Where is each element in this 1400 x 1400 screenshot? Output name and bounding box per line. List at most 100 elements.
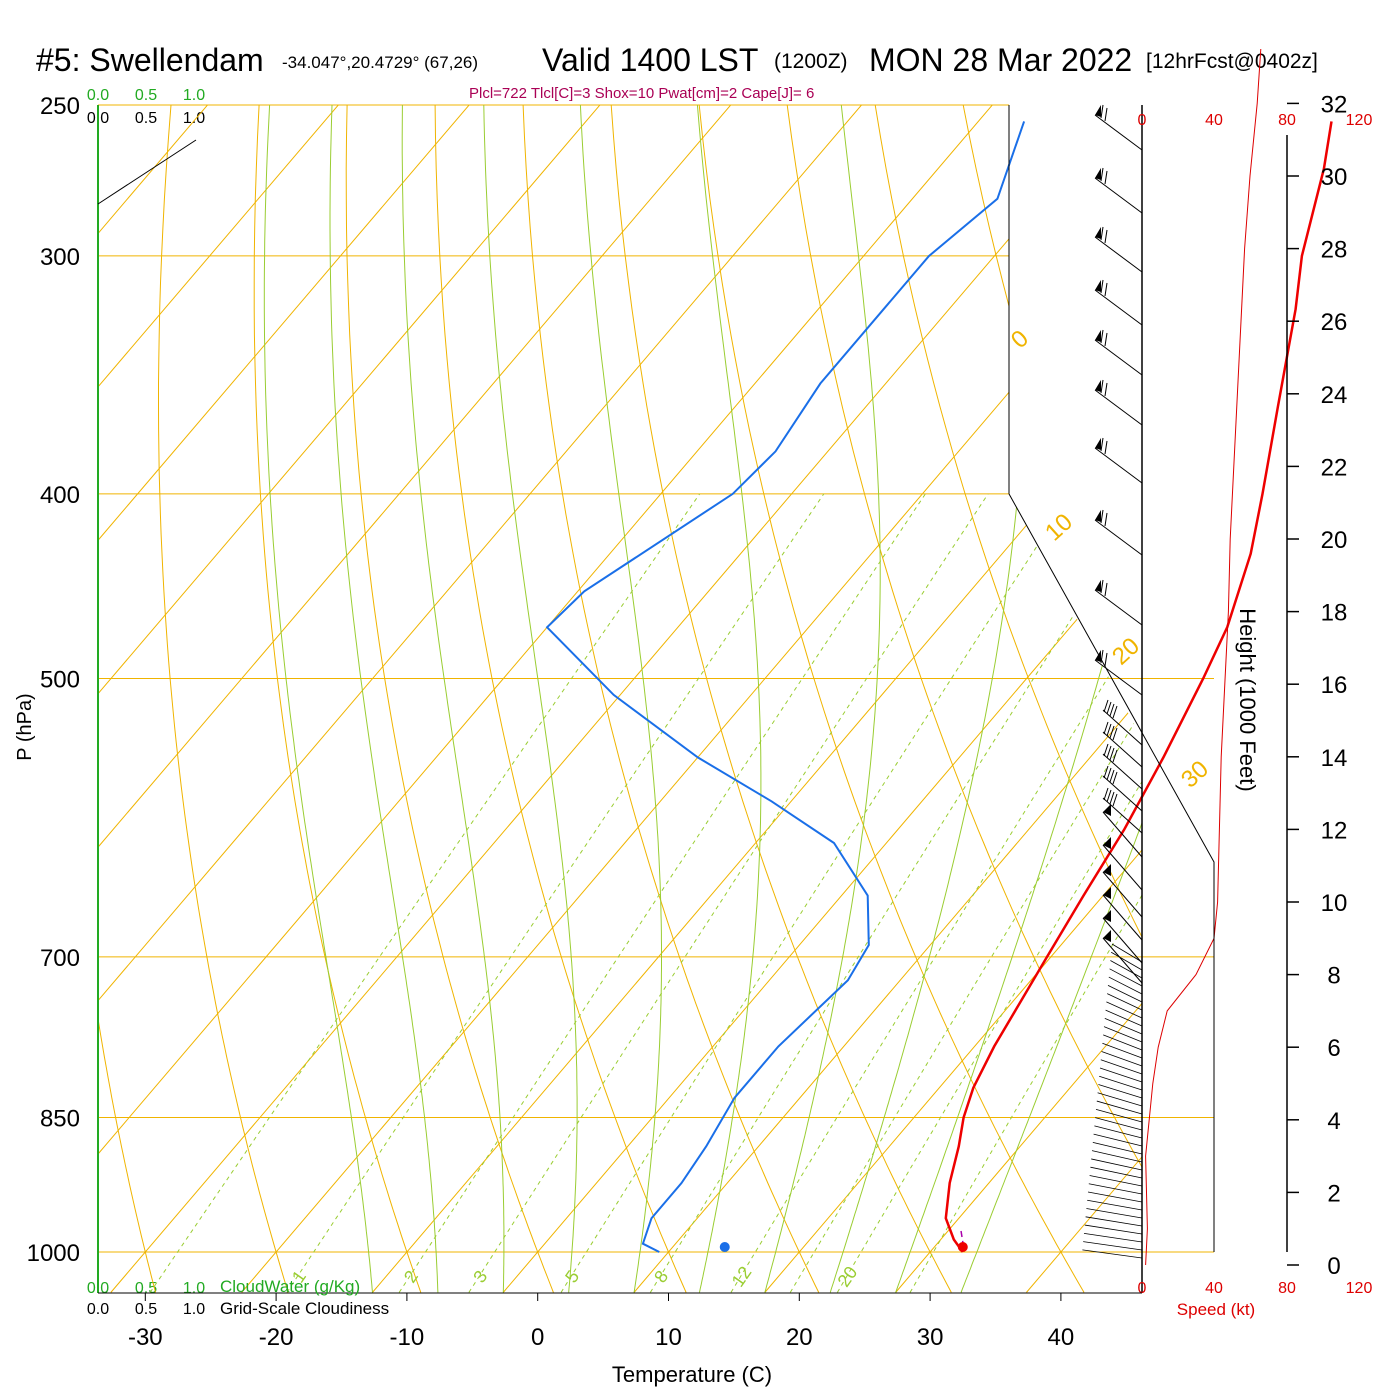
dry-adiabat [1130, 105, 1142, 1293]
mixing-ratio-line [560, 493, 1072, 1293]
temperature-tick-label: 30 [917, 1324, 944, 1351]
mixing-ratio-label: 5 [561, 1267, 583, 1287]
wind-barb-flag [1095, 280, 1101, 292]
wind-barb [1102, 753, 1143, 790]
mixing-ratio-line [836, 493, 1142, 1293]
isobar-lines [98, 104, 1214, 1253]
wind-barb [1094, 339, 1143, 376]
wind-barb [1094, 659, 1143, 696]
height-tick-label: 30 [1321, 164, 1348, 191]
wind-barb-feather [1103, 787, 1109, 801]
wind-barb [1094, 114, 1143, 151]
wind-barb [1102, 937, 1143, 984]
pressure-tick-label: 500 [40, 667, 80, 694]
pressure-tick-label: 300 [40, 244, 80, 271]
temperature-tick-label: 10 [655, 1324, 682, 1351]
wind-barb [1109, 968, 1143, 987]
height-tick-label: 16 [1321, 672, 1348, 699]
wind-barb-feather [1100, 104, 1104, 119]
mixing-ratio-label: 12 [728, 1263, 756, 1291]
wind-barb [1102, 1042, 1143, 1059]
mixing-ratio-line [789, 493, 1142, 1293]
wind-barb [1108, 976, 1143, 995]
wind-barb-feather [1100, 379, 1104, 394]
surface-temperature-dot [957, 1242, 968, 1252]
wind-barb [1111, 951, 1143, 971]
dry-adiabat [869, 105, 1142, 1293]
moist-adiabat [694, 105, 762, 1293]
height-tick-label: 6 [1327, 1035, 1340, 1062]
wind-barb [1087, 1191, 1143, 1203]
wind-barb-flag [1103, 804, 1111, 816]
cloudiness-scale-top: 0.5 [135, 110, 157, 127]
wind-barb [1102, 894, 1143, 941]
wind-barb [1102, 731, 1143, 768]
wind-barb-feather [1100, 649, 1104, 664]
height-axis-title: Height (1000 Feet) [1235, 608, 1260, 791]
isotherm-label-right: 30 [1176, 755, 1214, 793]
wind-barb [1101, 1051, 1143, 1067]
dry-adiabat [434, 105, 687, 1293]
temperature-tick-label: -30 [128, 1324, 163, 1351]
wind-panel: 0040408080120120024681012141618202224262… [1082, 48, 1373, 1297]
wind-barb [1094, 519, 1143, 556]
height-tick-label: 32 [1321, 91, 1348, 118]
temperature-tick-label: 40 [1048, 1324, 1075, 1351]
temperature-tick-label: -10 [390, 1324, 425, 1351]
height-tick-label: 24 [1321, 382, 1348, 409]
wind-barb [1107, 993, 1143, 1011]
cloudiness-label: Grid-Scale Cloudiness [220, 1299, 389, 1318]
height-tick-label: 20 [1321, 527, 1348, 554]
moist-adiabat [960, 105, 1142, 1293]
wind-barb [1088, 1183, 1143, 1195]
cloudiness-scale-bottom: 0.5 [135, 1301, 157, 1318]
cloudwater-label: CloudWater (g/Kg) [220, 1277, 360, 1296]
pressure-tick-label: 1000 [27, 1240, 80, 1267]
isotherm--100 [98, 105, 237, 1293]
wind-barb-feather [1109, 791, 1115, 805]
cloudiness-scale-bottom: 1.0 [183, 1301, 205, 1318]
dewpoint-profile [545, 121, 1026, 1253]
wind-barb-feather [1104, 652, 1108, 667]
mixing-ratio-lines [149, 493, 1142, 1293]
wind-barb [1087, 1199, 1143, 1211]
speed-tick-top: 40 [1205, 112, 1223, 129]
isotherm--30 [110, 105, 1142, 1293]
wind-barb [1092, 1142, 1143, 1155]
isotherm--10 [372, 105, 1142, 1293]
wind-barb [1106, 1001, 1143, 1019]
mixing-ratio-line [649, 493, 1142, 1293]
speed-tick-top: 120 [1346, 112, 1373, 129]
wind-barb-flag [1095, 580, 1101, 592]
height-tick-label: 22 [1321, 454, 1348, 481]
pressure-tick-label: 250 [40, 93, 80, 120]
wind-barb-feather [1109, 769, 1115, 783]
cloudiness-profile [97, 139, 197, 205]
wind-barb-feather [1106, 767, 1112, 781]
wind-barb-feather [1109, 747, 1115, 761]
mixing-ratio-label: 3 [469, 1267, 491, 1287]
cloudiness-scale-top: 1.0 [183, 110, 205, 127]
dry-adiabat [521, 105, 820, 1293]
wind-barb-feather [1106, 701, 1112, 715]
isotherm-50 [1157, 71, 1400, 1292]
height-tick-label: 18 [1321, 600, 1348, 627]
wind-barb [1103, 1026, 1143, 1043]
moist-adiabat [482, 105, 578, 1293]
height-tick-label: 8 [1327, 963, 1340, 990]
isotherm-label-right: 10 [1040, 508, 1078, 546]
dry-adiabat [253, 105, 422, 1293]
speed-tick-top: 0 [1138, 112, 1147, 129]
dry-adiabat [345, 105, 554, 1293]
wind-barb-feather [1100, 437, 1104, 452]
wind-barb-feather [1112, 749, 1118, 763]
dry-adiabat [158, 105, 289, 1293]
wind-barb-feather [1106, 745, 1112, 759]
cloudwater-scale-bottom: 1.0 [183, 1280, 205, 1297]
wind-barb-flag [1095, 227, 1101, 239]
wind-barb [1102, 844, 1143, 891]
wind-barb [1094, 447, 1143, 484]
wind-barb-feather [1104, 332, 1108, 347]
